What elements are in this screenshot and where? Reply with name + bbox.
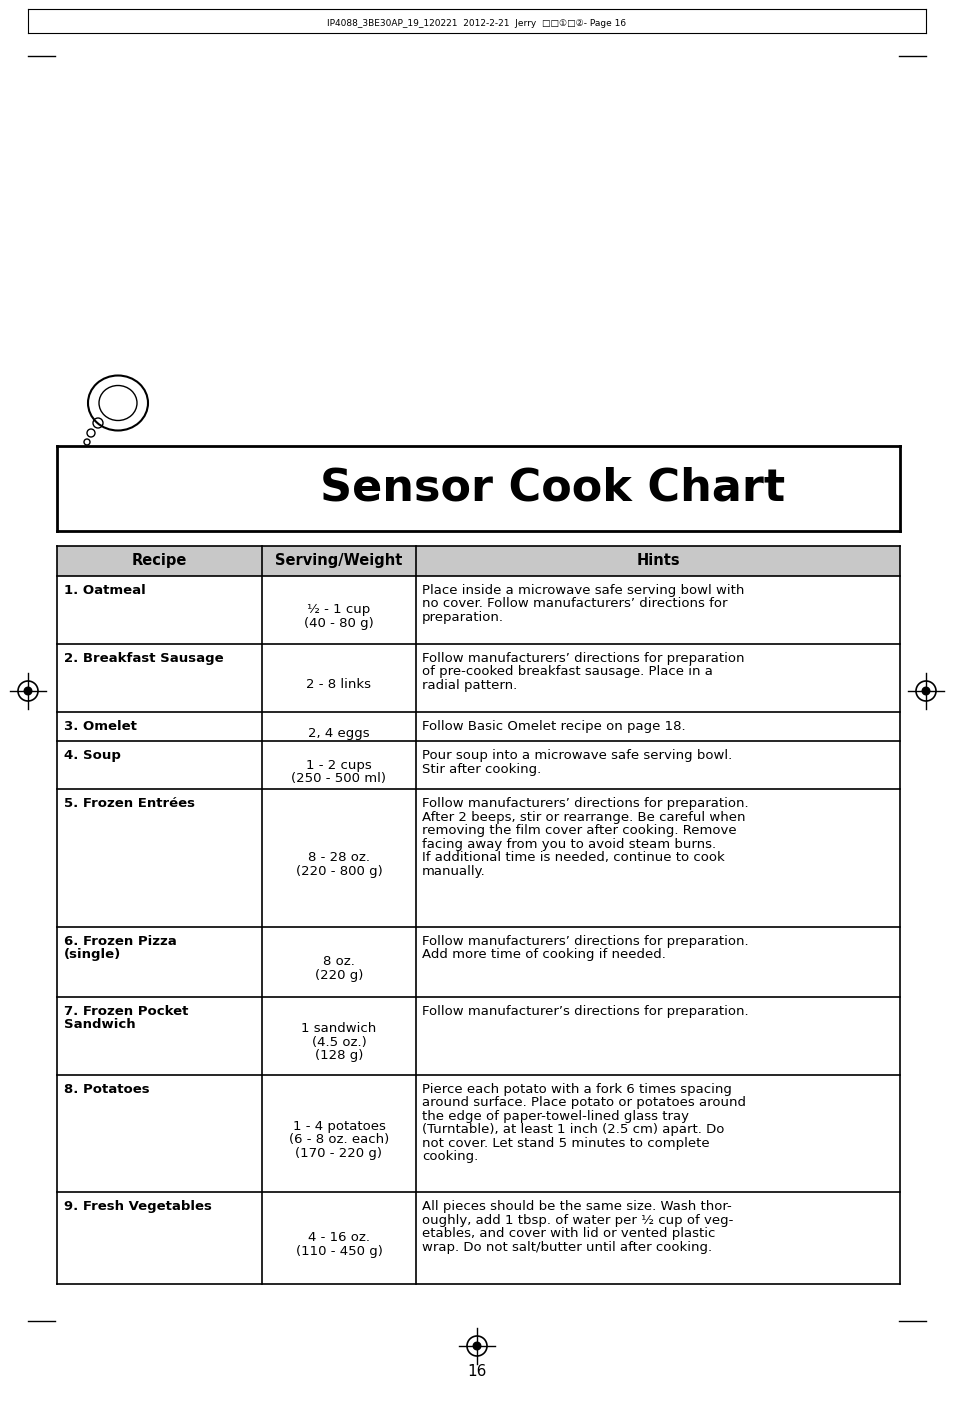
Text: 1 sandwich: 1 sandwich	[301, 1022, 376, 1034]
Bar	[57, 546, 899, 1285]
Text: wrap. Do not salt/butter until after cooking.: wrap. Do not salt/butter until after coo…	[421, 1241, 712, 1253]
Text: 3. Omelet: 3. Omelet	[64, 719, 136, 733]
Text: Sandwich: Sandwich	[64, 1019, 135, 1032]
Text: Sensor Cook Chart: Sensor Cook Chart	[319, 468, 784, 510]
Text: (220 - 800 g): (220 - 800 g)	[295, 865, 382, 878]
Text: Add more time of cooking if needed.: Add more time of cooking if needed.	[421, 948, 665, 962]
Text: 5. Frozen Entrées: 5. Frozen Entrées	[64, 797, 194, 810]
Text: manually.: manually.	[421, 865, 485, 878]
Text: 1. Oatmeal: 1. Oatmeal	[64, 584, 146, 597]
Text: 4. Soup: 4. Soup	[64, 749, 121, 763]
Text: 6. Frozen Pizza: 6. Frozen Pizza	[64, 935, 176, 948]
Text: Recipe: Recipe	[132, 553, 187, 568]
Text: preparation.: preparation.	[421, 611, 503, 624]
Text: (Turntable), at least 1 inch (2.5 cm) apart. Do: (Turntable), at least 1 inch (2.5 cm) ap…	[421, 1123, 723, 1135]
Text: After 2 beeps, stir or rearrange. Be careful when: After 2 beeps, stir or rearrange. Be car…	[421, 811, 745, 824]
Circle shape	[473, 1343, 480, 1350]
Text: not cover. Let stand 5 minutes to complete: not cover. Let stand 5 minutes to comple…	[421, 1137, 709, 1150]
Text: Place inside a microwave safe serving bowl with: Place inside a microwave safe serving bo…	[421, 584, 743, 597]
Text: Follow Basic Omelet recipe on page 18.: Follow Basic Omelet recipe on page 18.	[421, 719, 685, 733]
Text: Follow manufacturers’ directions for preparation.: Follow manufacturers’ directions for pre…	[421, 935, 748, 948]
Text: 4 - 16 oz.: 4 - 16 oz.	[308, 1232, 370, 1245]
Text: radial pattern.: radial pattern.	[421, 679, 517, 692]
Text: cooking.: cooking.	[421, 1150, 477, 1162]
Text: (250 - 500 ml): (250 - 500 ml)	[292, 772, 386, 786]
Text: Serving/Weight: Serving/Weight	[275, 553, 402, 568]
Text: (4.5 oz.): (4.5 oz.)	[312, 1036, 366, 1049]
Text: Follow manufacturers’ directions for preparation: Follow manufacturers’ directions for pre…	[421, 652, 744, 665]
Text: removing the film cover after cooking. Remove: removing the film cover after cooking. R…	[421, 824, 736, 837]
Text: All pieces should be the same size. Wash thor-: All pieces should be the same size. Wash…	[421, 1201, 731, 1214]
Text: 8 - 28 oz.: 8 - 28 oz.	[308, 851, 370, 864]
Text: (single): (single)	[64, 948, 121, 962]
Bar	[57, 546, 899, 576]
Text: 7. Frozen Pocket: 7. Frozen Pocket	[64, 1005, 188, 1017]
Text: (220 g): (220 g)	[314, 969, 363, 982]
Text: 16: 16	[467, 1364, 486, 1378]
Text: (170 - 220 g): (170 - 220 g)	[295, 1147, 382, 1160]
Circle shape	[922, 688, 929, 695]
Text: Follow manufacturer’s directions for preparation.: Follow manufacturer’s directions for pre…	[421, 1005, 748, 1017]
Text: (40 - 80 g): (40 - 80 g)	[304, 617, 374, 630]
Text: (6 - 8 oz. each): (6 - 8 oz. each)	[289, 1134, 389, 1147]
Text: 2. Breakfast Sausage: 2. Breakfast Sausage	[64, 652, 223, 665]
Text: ½ - 1 cup: ½ - 1 cup	[307, 603, 370, 617]
Text: no cover. Follow manufacturers’ directions for: no cover. Follow manufacturers’ directio…	[421, 597, 727, 611]
Text: of pre-cooked breakfast sausage. Place in a: of pre-cooked breakfast sausage. Place i…	[421, 665, 712, 678]
Text: the edge of paper-towel-lined glass tray: the edge of paper-towel-lined glass tray	[421, 1110, 688, 1123]
Text: If additional time is needed, continue to cook: If additional time is needed, continue t…	[421, 851, 724, 864]
Text: around surface. Place potato or potatoes around: around surface. Place potato or potatoes…	[421, 1096, 745, 1108]
Text: facing away from you to avoid steam burns.: facing away from you to avoid steam burn…	[421, 838, 716, 851]
Text: Stir after cooking.: Stir after cooking.	[421, 763, 540, 776]
Text: 8 oz.: 8 oz.	[323, 955, 355, 968]
Text: Pierce each potato with a fork 6 times spacing: Pierce each potato with a fork 6 times s…	[421, 1083, 731, 1096]
Text: 9. Fresh Vegetables: 9. Fresh Vegetables	[64, 1201, 212, 1214]
Text: etables, and cover with lid or vented plastic: etables, and cover with lid or vented pl…	[421, 1228, 715, 1241]
Circle shape	[24, 688, 31, 695]
Text: Follow manufacturers’ directions for preparation.: Follow manufacturers’ directions for pre…	[421, 797, 748, 810]
Text: 1 - 2 cups: 1 - 2 cups	[306, 759, 372, 772]
Text: IP4088_3BE30AP_19_120221  2012-2-21  Jerry  □□①□②- Page 16: IP4088_3BE30AP_19_120221 2012-2-21 Jerry…	[327, 18, 626, 27]
Text: (128 g): (128 g)	[314, 1049, 363, 1061]
Text: (110 - 450 g): (110 - 450 g)	[295, 1245, 382, 1258]
Text: Pour soup into a microwave safe serving bowl.: Pour soup into a microwave safe serving …	[421, 749, 732, 763]
Text: Hints: Hints	[636, 553, 679, 568]
Text: 1 - 4 potatoes: 1 - 4 potatoes	[293, 1120, 385, 1133]
Text: 2 - 8 links: 2 - 8 links	[306, 678, 371, 691]
Text: 2, 4 eggs: 2, 4 eggs	[308, 726, 370, 739]
Text: 8. Potatoes: 8. Potatoes	[64, 1083, 150, 1096]
Text: oughly, add 1 tbsp. of water per ½ cup of veg-: oughly, add 1 tbsp. of water per ½ cup o…	[421, 1214, 733, 1226]
